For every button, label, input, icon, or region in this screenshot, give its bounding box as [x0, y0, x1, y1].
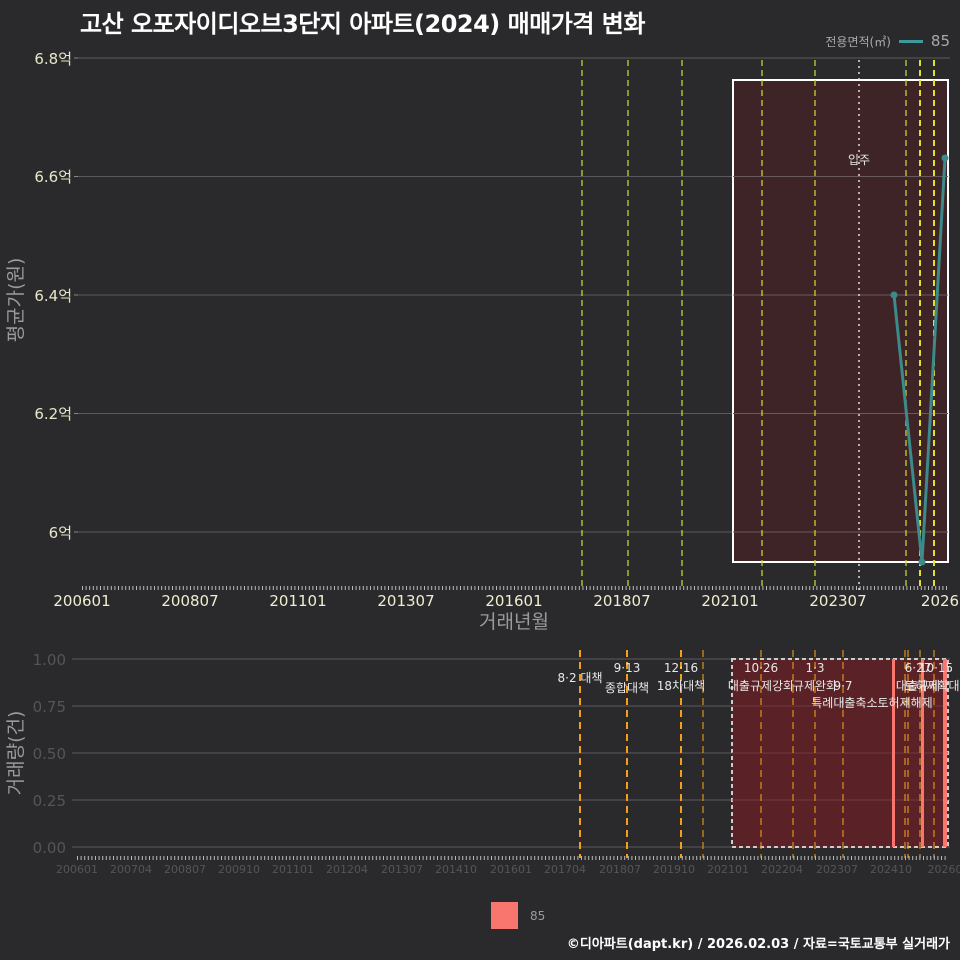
source-caption: ©디아파트(dapt.kr) / 2026.02.03 / 자료=국토교통부 실…: [566, 937, 950, 952]
policy-label-name: 특례대출축소토허제해제: [811, 696, 932, 710]
data-point[interactable]: [918, 558, 926, 566]
ytick: 6.6억: [34, 168, 72, 186]
policy-label-name: 대출규제강화: [728, 679, 794, 693]
xtick: 202410: [870, 863, 912, 876]
legend-bottom: 85: [491, 902, 545, 929]
occupancy-label: 입주: [848, 153, 870, 167]
xtick: 200601: [53, 592, 110, 610]
policy-label-name: 대출규제: [896, 679, 940, 693]
xtick: 201601: [490, 863, 532, 876]
top-chart: 입주 6.8억 6.6억 6.4억 6.2억 6억 200601 200807 …: [5, 50, 959, 633]
xtick: 201807: [593, 592, 650, 610]
bar[interactable]: [892, 659, 895, 847]
xtick: 202101: [701, 592, 758, 610]
bar[interactable]: [921, 659, 924, 847]
xtick: 200601: [56, 863, 98, 876]
x-axis-title: 거래년월: [479, 611, 549, 633]
policy-label: 8·2 대책: [558, 670, 603, 685]
ytick: 6.2억: [34, 405, 72, 423]
ytick: 0.75: [33, 698, 66, 716]
policy-label-date: 6·27: [905, 661, 932, 675]
y-axis-title: 평균가(원): [5, 258, 27, 343]
xtick: 200704: [110, 863, 152, 876]
xtick: 2026: [921, 592, 959, 610]
xtick: 20260: [928, 863, 960, 876]
xtick: 201704: [544, 863, 586, 876]
legend-line-swatch: [898, 39, 923, 43]
ytick: 6.4억: [34, 287, 72, 305]
policy-lines: [581, 60, 907, 590]
policy-label-date: 12·16: [664, 661, 698, 675]
xtick: 202307: [809, 592, 866, 610]
policy-label-date: 10·26: [744, 661, 778, 675]
xtick: 202204: [761, 863, 803, 876]
ytick: 0.25: [33, 792, 66, 810]
chart-title: 고산 오포자이디오브3단지 아파트(2024) 매매가격 변화: [80, 10, 645, 38]
legend-bar-swatch: [491, 902, 518, 929]
ytick: 0.00: [33, 839, 66, 857]
volume-bars: [892, 659, 947, 847]
ytick: 1.00: [33, 651, 66, 669]
xtick: 201410: [435, 863, 477, 876]
xtick: 201307: [381, 863, 423, 876]
policy-label-date: 9·13: [614, 661, 641, 675]
y-axis-title-volume: 거래량(건): [5, 711, 27, 796]
legend-bar-label: 85: [530, 908, 546, 923]
legend-title: 전용면적(㎡): [825, 34, 891, 49]
xtick: 201601: [485, 592, 542, 610]
policy-label-date: 10·15: [919, 661, 953, 675]
xtick: 201807: [599, 863, 641, 876]
data-point[interactable]: [941, 154, 949, 162]
ytick: 6억: [49, 524, 72, 542]
policy-label-name: 토허제확대: [904, 679, 959, 693]
policy-label-name: 종합대책: [605, 680, 649, 695]
xtick: 200807: [164, 863, 206, 876]
xtick: 200807: [161, 592, 218, 610]
policy-label-date: 9·7: [833, 679, 852, 693]
xtick: 200910: [218, 863, 260, 876]
xtick: 202101: [707, 863, 749, 876]
xtick: 201307: [377, 592, 434, 610]
xtick: 202307: [816, 863, 858, 876]
xtick: 201101: [269, 592, 326, 610]
xtick: 201910: [653, 863, 695, 876]
legend-top: 전용면적(㎡) 85: [825, 32, 950, 50]
ytick: 6.8억: [34, 50, 72, 68]
legend-series-label: 85: [930, 32, 950, 50]
bar[interactable]: [943, 659, 947, 847]
xtick: 201204: [326, 863, 368, 876]
xtick: 201101: [272, 863, 314, 876]
policy-label-name: 18차대책: [657, 678, 705, 693]
policy-label-name: 규제완화: [793, 679, 837, 693]
policy-lines: [579, 650, 682, 858]
bottom-chart: 8·2 대책 9·13 종합대책 12·16 18차대책 10·26 대출규제강…: [5, 650, 960, 876]
ytick: 0.50: [33, 745, 66, 763]
policy-label-date: 1·3: [805, 661, 824, 675]
data-point[interactable]: [890, 291, 898, 299]
